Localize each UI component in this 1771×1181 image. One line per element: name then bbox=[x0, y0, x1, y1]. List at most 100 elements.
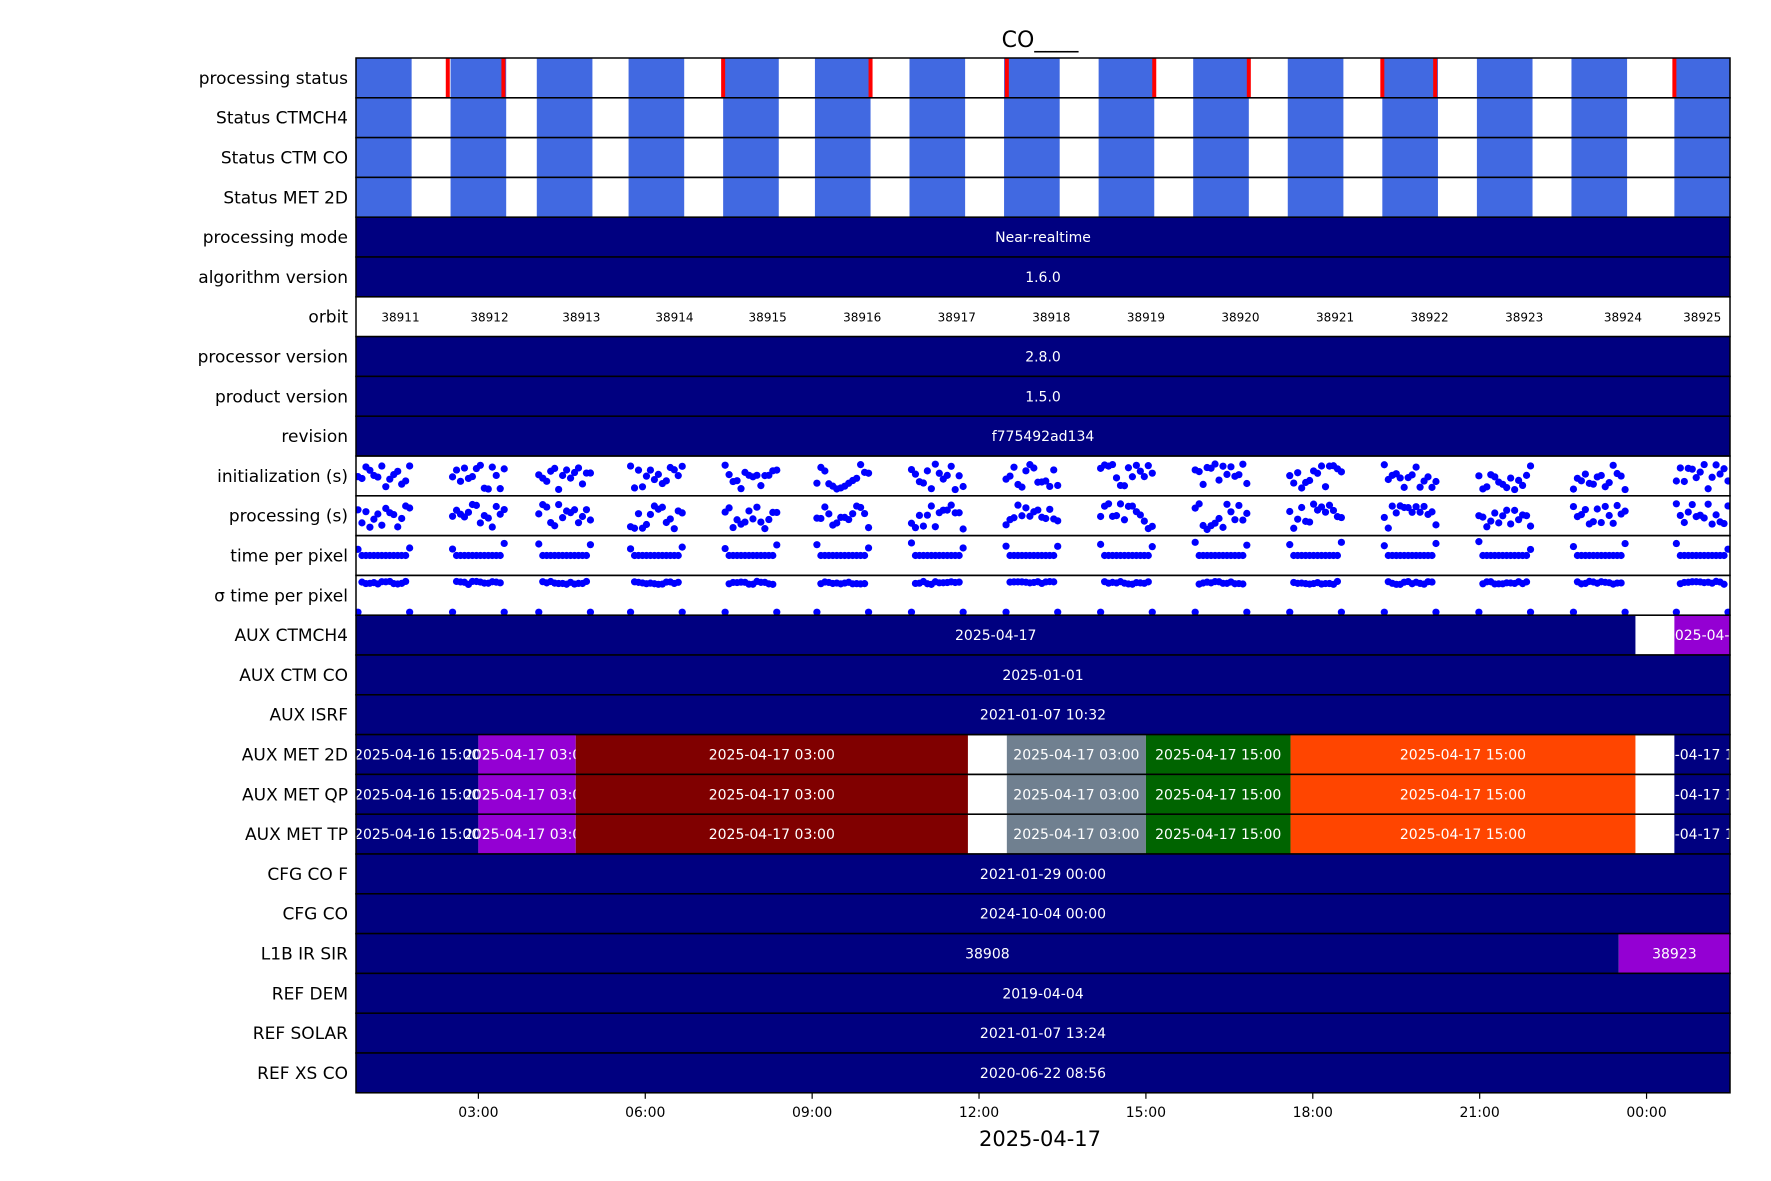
data-point bbox=[1432, 608, 1440, 616]
status-block bbox=[814, 137, 871, 178]
orbit-label: 38916 bbox=[843, 311, 881, 325]
data-point bbox=[1518, 481, 1527, 490]
data-point bbox=[1120, 516, 1129, 524]
data-point bbox=[1712, 461, 1720, 469]
segment bbox=[356, 655, 1730, 695]
data-point bbox=[1700, 514, 1708, 522]
data-point bbox=[1128, 473, 1137, 481]
data-point bbox=[492, 502, 500, 511]
status-block bbox=[1004, 58, 1060, 98]
data-point bbox=[1136, 467, 1144, 475]
data-point bbox=[773, 508, 781, 517]
data-point bbox=[955, 578, 963, 586]
data-point bbox=[654, 470, 662, 478]
segment bbox=[356, 336, 1730, 377]
row-label: processor version bbox=[198, 348, 348, 368]
data-point bbox=[500, 465, 508, 473]
segment-label: 2025-04-16 15:00 bbox=[354, 827, 480, 843]
data-point bbox=[1432, 539, 1440, 548]
status-block bbox=[909, 58, 966, 98]
row-label: AUX CTM CO bbox=[239, 666, 348, 686]
data-point bbox=[864, 608, 873, 616]
data-point bbox=[757, 518, 765, 526]
data-point bbox=[500, 608, 508, 616]
data-point bbox=[456, 477, 465, 485]
segment bbox=[356, 257, 1730, 297]
data-point bbox=[943, 471, 951, 479]
row-label: CFG CO F bbox=[267, 865, 348, 885]
data-point bbox=[915, 511, 924, 520]
data-point bbox=[394, 467, 402, 475]
data-point bbox=[1609, 519, 1617, 527]
data-point bbox=[935, 469, 943, 477]
data-point bbox=[500, 539, 508, 548]
data-point bbox=[566, 474, 575, 482]
data-point bbox=[1672, 539, 1680, 548]
data-point bbox=[857, 461, 865, 469]
data-point bbox=[582, 506, 591, 514]
status-block bbox=[450, 137, 507, 178]
row-revision: f775492ad134 bbox=[355, 415, 1731, 457]
data-point bbox=[860, 580, 869, 588]
data-point bbox=[1483, 483, 1491, 491]
data-point bbox=[753, 471, 761, 479]
data-point bbox=[1148, 543, 1156, 551]
data-point bbox=[1321, 483, 1330, 491]
x-tick-label: 18:00 bbox=[1293, 1105, 1333, 1121]
status-block bbox=[1382, 97, 1438, 138]
status-block bbox=[1476, 177, 1533, 218]
orbit-label: 38922 bbox=[1411, 311, 1449, 325]
data-point bbox=[406, 462, 414, 470]
segment-label: 2025-04-17 15:00 bbox=[1639, 827, 1765, 843]
status-block bbox=[1287, 97, 1344, 138]
data-point bbox=[370, 515, 378, 523]
data-point bbox=[959, 525, 967, 533]
orbit-label: 38915 bbox=[749, 311, 787, 325]
data-point bbox=[1195, 500, 1203, 508]
data-point bbox=[378, 462, 386, 470]
data-point bbox=[1294, 515, 1302, 523]
x-tick-label: 15:00 bbox=[1126, 1105, 1166, 1121]
data-point bbox=[729, 523, 737, 532]
segment-label: 2025-04-17 03:00 bbox=[464, 827, 590, 843]
data-point bbox=[1380, 513, 1388, 522]
data-point bbox=[562, 466, 571, 474]
row-label: orbit bbox=[308, 308, 348, 328]
status-block bbox=[1287, 177, 1344, 218]
data-point bbox=[1140, 472, 1148, 481]
status-block bbox=[1571, 58, 1628, 98]
data-point bbox=[725, 504, 733, 512]
data-point bbox=[374, 473, 382, 481]
data-point bbox=[626, 462, 635, 470]
data-point bbox=[857, 503, 865, 512]
row-label: revision bbox=[281, 427, 348, 447]
data-point bbox=[670, 466, 678, 474]
data-point bbox=[757, 482, 765, 490]
data-point bbox=[1054, 608, 1062, 616]
data-point bbox=[555, 485, 563, 494]
segment-label: 1.6.0 bbox=[1025, 270, 1061, 286]
segment-label: 2025-01-01 bbox=[1002, 668, 1083, 684]
data-point bbox=[907, 539, 916, 547]
data-point bbox=[1243, 479, 1251, 488]
data-point bbox=[678, 543, 686, 551]
segment-label: 38923 bbox=[1652, 947, 1697, 963]
data-point bbox=[1569, 608, 1578, 616]
data-point bbox=[1148, 522, 1156, 530]
data-point bbox=[402, 551, 410, 560]
data-point bbox=[1034, 506, 1042, 514]
data-point bbox=[496, 485, 504, 493]
data-point bbox=[1144, 551, 1152, 560]
status-block bbox=[1098, 137, 1155, 178]
status-block bbox=[1098, 177, 1155, 218]
status-block bbox=[814, 97, 871, 138]
row-initialization-s- bbox=[355, 455, 1731, 497]
data-point bbox=[1384, 524, 1392, 532]
data-point bbox=[1617, 551, 1625, 560]
data-point bbox=[825, 510, 833, 518]
row-orbit: 38911 38912 38913 38914 38915 38916 38917 38918… bbox=[355, 296, 1731, 338]
data-point bbox=[1724, 608, 1730, 616]
segment-label: 2025-04-17 15:00 bbox=[1155, 827, 1281, 843]
